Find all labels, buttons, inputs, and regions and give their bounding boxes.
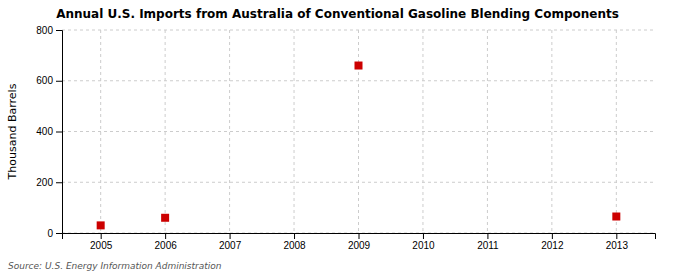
x-tick: 2009 bbox=[348, 233, 371, 251]
y-tick: 400 bbox=[36, 126, 62, 137]
x-tick-mark bbox=[165, 233, 166, 239]
y-tick: 0 bbox=[47, 228, 62, 239]
x-tick: 2011 bbox=[477, 233, 499, 251]
grid bbox=[62, 30, 655, 233]
x-tick: 2006 bbox=[155, 233, 178, 251]
x-tick-label: 2007 bbox=[219, 240, 242, 251]
y-tick-label: 400 bbox=[36, 126, 53, 137]
y-tick-label: 200 bbox=[36, 177, 53, 188]
y-tick-mark bbox=[56, 132, 62, 133]
x-axis-line bbox=[63, 234, 656, 240]
x-tick-label: 2006 bbox=[155, 240, 178, 251]
x-tick-mark bbox=[616, 233, 617, 239]
x-tick-label: 2009 bbox=[348, 240, 371, 251]
y-tick-label: 800 bbox=[36, 25, 53, 36]
x-grid-line bbox=[551, 30, 552, 233]
y-tick-mark bbox=[56, 182, 62, 183]
y-grid-line bbox=[62, 131, 655, 132]
x-tick: 2005 bbox=[90, 233, 113, 251]
y-tick-mark bbox=[56, 233, 62, 234]
y-tick-label: 0 bbox=[47, 228, 53, 239]
plot-area: 2005 2006 2007 2008 2009 2010 2011 2012 2013 0 200… bbox=[36, 25, 655, 251]
y-tick-label: 600 bbox=[36, 75, 53, 86]
y-tick: 800 bbox=[36, 25, 62, 36]
x-grid-line bbox=[358, 30, 359, 233]
point bbox=[97, 221, 105, 229]
x-tick-label: 2012 bbox=[541, 240, 564, 251]
point bbox=[161, 214, 169, 222]
x-grid-line bbox=[616, 30, 617, 233]
source-note: Source: U.S. Energy Information Administ… bbox=[8, 261, 222, 271]
x-tick-label: 2010 bbox=[412, 240, 435, 251]
x-grid-line bbox=[100, 30, 101, 233]
chart: 2005 2006 2007 2008 2009 2010 2011 2012 2013 0 200… bbox=[0, 0, 675, 275]
x-tick-label: 2011 bbox=[477, 240, 499, 251]
x-grid-line bbox=[229, 30, 230, 233]
x-grid-line bbox=[294, 30, 295, 233]
x-grid-line bbox=[165, 30, 166, 233]
x-tick-mark bbox=[552, 233, 553, 239]
x-axis: 2005 2006 2007 2008 2009 2010 2011 2012 2013 bbox=[63, 233, 656, 251]
y-tick: 600 bbox=[36, 75, 62, 86]
point bbox=[355, 62, 363, 70]
y-axis: 0 200 400 600 800 bbox=[36, 25, 62, 239]
y-tick-mark bbox=[56, 30, 62, 31]
x-tick-label: 2013 bbox=[606, 240, 629, 251]
x-tick-mark bbox=[101, 233, 102, 239]
y-tick: 200 bbox=[36, 177, 62, 188]
x-tick-label: 2008 bbox=[283, 240, 306, 251]
y-tick-mark bbox=[56, 81, 62, 82]
x-grid-line bbox=[487, 30, 488, 233]
x-tick-mark bbox=[487, 233, 488, 239]
y-axis-title: Thousand Barrels bbox=[6, 83, 19, 180]
x-tick: 2007 bbox=[219, 233, 242, 251]
y-axis-line bbox=[56, 31, 63, 234]
x-tick: 2010 bbox=[412, 233, 435, 251]
x-tick-mark bbox=[294, 233, 295, 239]
x-tick-mark bbox=[423, 233, 424, 239]
x-tick: 2012 bbox=[541, 233, 564, 251]
x-tick-mark bbox=[359, 233, 360, 239]
x-tick-label: 2005 bbox=[90, 240, 113, 251]
x-tick-mark bbox=[230, 233, 231, 239]
x-tick: 2008 bbox=[283, 233, 306, 251]
points bbox=[97, 62, 621, 230]
x-tick: 2013 bbox=[606, 233, 629, 251]
title: Annual U.S. Imports from Australia of Co… bbox=[56, 7, 619, 21]
point bbox=[612, 213, 620, 221]
x-grid-line bbox=[422, 30, 423, 233]
